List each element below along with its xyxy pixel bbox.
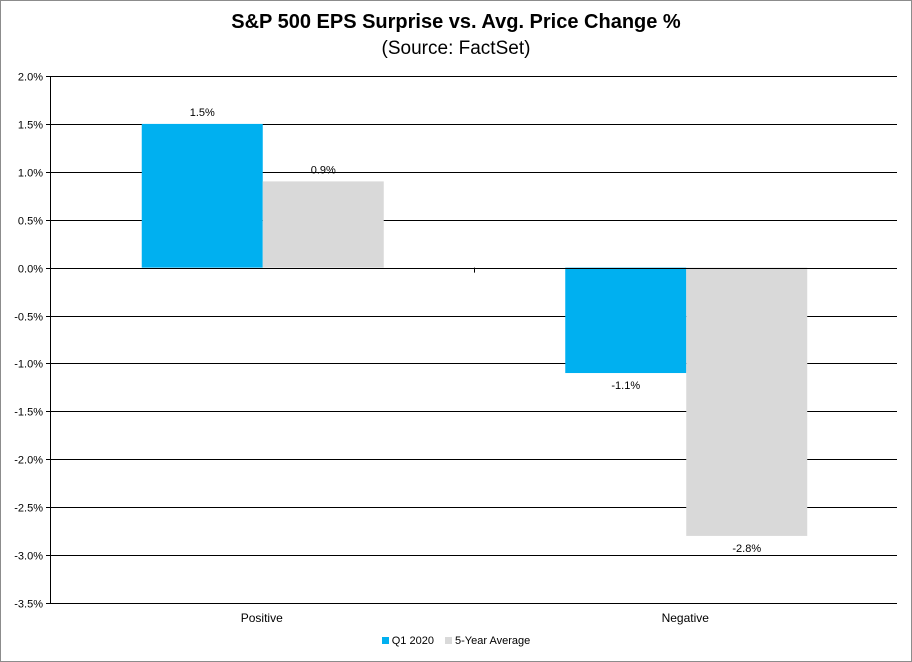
y-tick-label: -3.0% (14, 551, 43, 563)
x-tick-label: Negative (662, 611, 710, 625)
data-label: 1.5% (190, 107, 215, 119)
legend-label-q1-2020: Q1 2020 (391, 635, 434, 647)
data-label: -1.1% (611, 380, 640, 392)
legend-item-5-year-average: 5-Year Average (445, 635, 530, 647)
y-tick-label: -1.0% (14, 359, 43, 371)
y-tick-label: 1.5% (18, 120, 43, 132)
y-tick-label: -0.5% (14, 312, 43, 324)
legend-item-q1-2020: Q1 2020 (381, 635, 434, 647)
bar (262, 181, 384, 268)
y-tick-label: 0.5% (18, 216, 43, 228)
data-label: 0.9% (311, 164, 336, 176)
y-tick-label: 2.0% (18, 72, 43, 84)
x-tick-label: Positive (241, 611, 283, 625)
chart-title: S&P 500 EPS Surprise vs. Avg. Price Chan… (231, 11, 681, 33)
y-tick-label: 0.0% (18, 264, 43, 276)
legend-label-5-year-average: 5-Year Average (455, 635, 531, 647)
y-tick-label: 1.0% (18, 168, 43, 180)
bar (141, 123, 263, 268)
y-tick-label: -1.5% (14, 407, 43, 419)
y-tick-label: -2.5% (14, 503, 43, 515)
y-tick-label: -3.5% (14, 599, 43, 611)
y-tick-label: -2.0% (14, 455, 43, 467)
data-label: -2.8% (732, 543, 761, 555)
chart-legend: Q1 2020 5-Year Average (1, 635, 911, 647)
chart-subtitle: (Source: FactSet) (381, 38, 531, 59)
legend-swatch-5-year-average (445, 637, 453, 644)
legend-swatch-q1-2020 (381, 637, 389, 644)
bar (686, 267, 808, 536)
bar (565, 267, 687, 374)
